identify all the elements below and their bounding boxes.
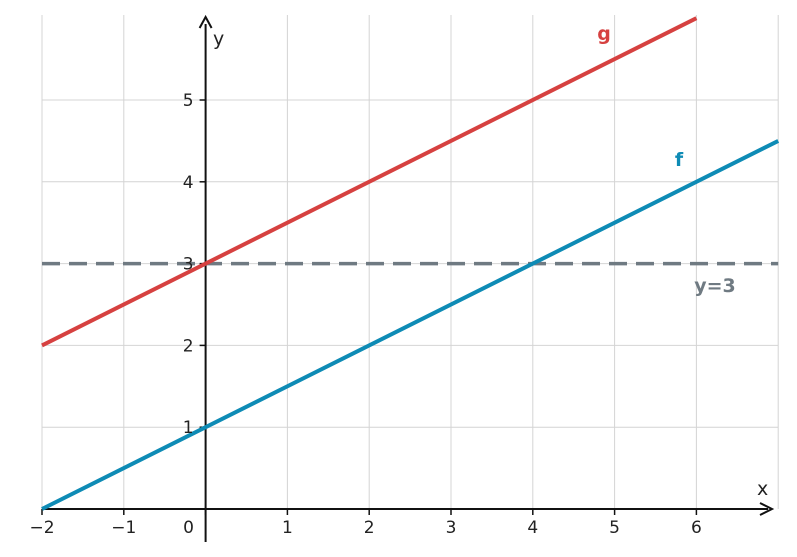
axes bbox=[41, 14, 775, 542]
series-line-f bbox=[41, 139, 780, 511]
x-tick-label: 0 bbox=[183, 518, 194, 538]
y-tick-label: 4 bbox=[183, 173, 194, 193]
series-lines bbox=[41, 16, 780, 511]
series-line-g bbox=[41, 16, 698, 348]
y-tick-label: 2 bbox=[183, 336, 194, 356]
series-label: g bbox=[597, 23, 611, 45]
y-axis-arrow-icon bbox=[198, 14, 213, 29]
x-axis-label: x bbox=[757, 478, 768, 500]
y-axis-label: y bbox=[213, 28, 224, 50]
y-tick-label: 1 bbox=[183, 418, 194, 438]
x-tick-label: 5 bbox=[609, 518, 620, 538]
x-tick-label: −2 bbox=[29, 518, 54, 538]
x-tick-label: −1 bbox=[111, 518, 136, 538]
x-axis-arrow-icon bbox=[759, 502, 775, 516]
x-tick-label: 3 bbox=[446, 518, 457, 538]
x-tick-label: 2 bbox=[364, 518, 375, 538]
labels: −2 −1 0 1 2 3 4 5 6 1 2 3 4 5 x y f g y=3 bbox=[29, 23, 768, 538]
series-label: y=3 bbox=[694, 275, 736, 297]
x-tick-label: 4 bbox=[527, 518, 538, 538]
y-tick-label: 5 bbox=[183, 91, 194, 111]
x-tick-label: 1 bbox=[282, 518, 293, 538]
series-label: f bbox=[675, 149, 684, 171]
y-tick-label: 3 bbox=[183, 255, 194, 275]
x-tick-label: 6 bbox=[691, 518, 702, 538]
